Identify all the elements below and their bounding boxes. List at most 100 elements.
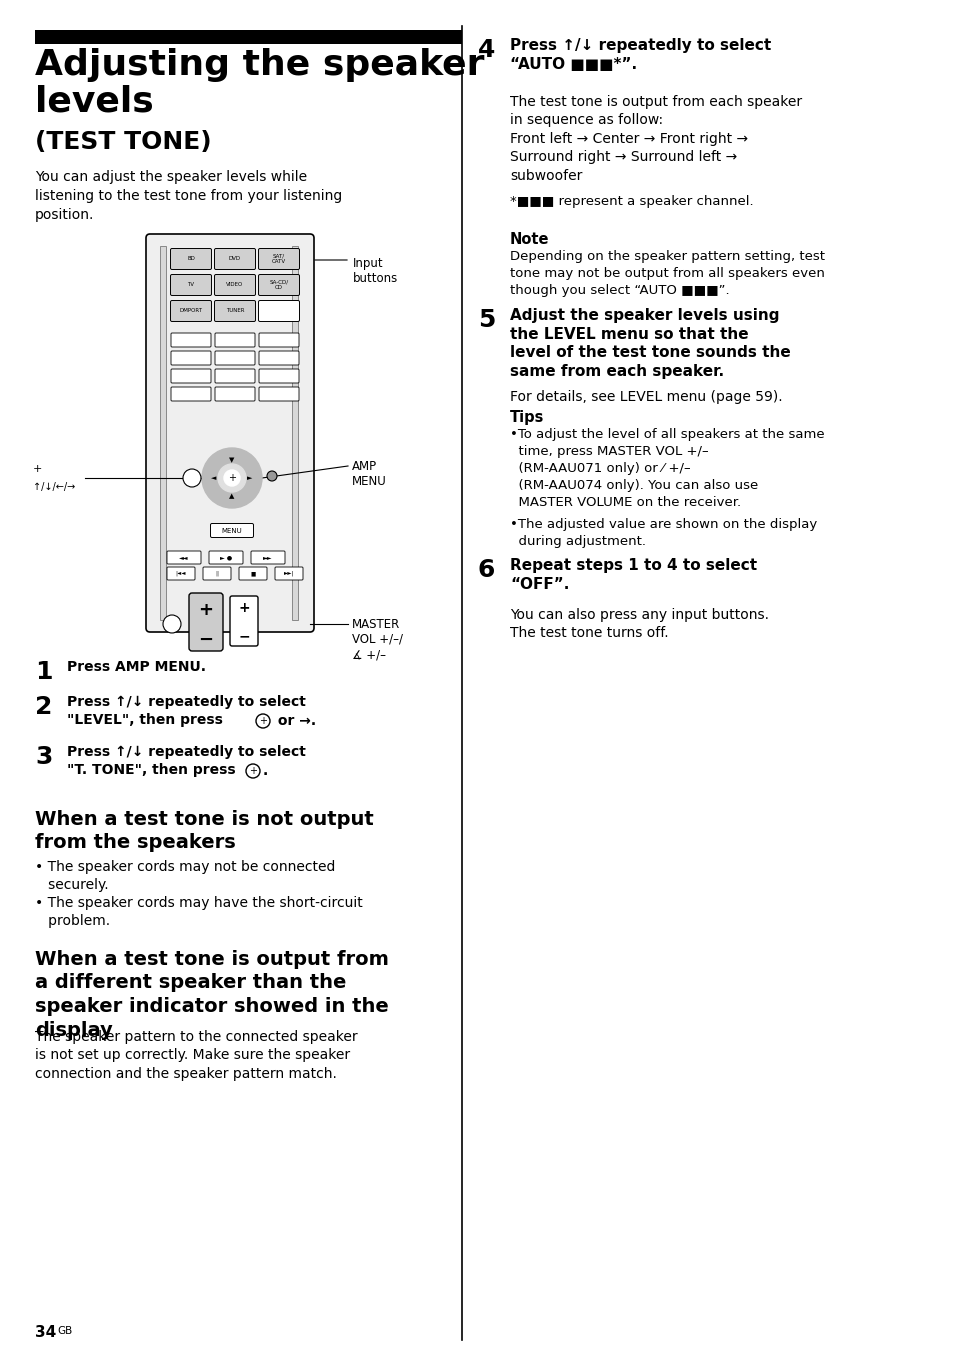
Text: 3: 3 [35,745,52,769]
Text: ►►: ►► [263,556,273,560]
Text: When a test tone is output from
a different speaker than the
speaker indicator s: When a test tone is output from a differ… [35,950,389,1040]
Text: TUNER: TUNER [226,308,244,314]
Text: You can also press any input buttons.
The test tone turns off.: You can also press any input buttons. Th… [510,608,768,641]
Text: +: + [228,473,235,483]
FancyBboxPatch shape [171,274,212,296]
Text: Adjusting the speaker
levels: Adjusting the speaker levels [35,49,484,119]
FancyBboxPatch shape [167,566,194,580]
Text: Depending on the speaker pattern setting, test
tone may not be output from all s: Depending on the speaker pattern setting… [510,250,824,297]
Text: GB: GB [57,1326,72,1336]
FancyBboxPatch shape [209,552,243,564]
Text: MENU: MENU [221,529,242,534]
FancyBboxPatch shape [167,552,201,564]
Circle shape [255,714,270,727]
Text: Input
buttons: Input buttons [353,257,397,285]
Text: 1: 1 [35,660,52,684]
FancyBboxPatch shape [214,274,255,296]
Text: +: + [238,602,250,615]
Text: ◄◄: ◄◄ [179,556,189,560]
FancyBboxPatch shape [211,523,253,538]
Text: |◄◄: |◄◄ [175,571,186,576]
Text: •To adjust the level of all speakers at the same
  time, press MASTER VOL +/–
  : •To adjust the level of all speakers at … [510,429,823,508]
FancyBboxPatch shape [214,333,254,347]
Text: When a test tone is not output
from the speakers: When a test tone is not output from the … [35,810,374,853]
Circle shape [202,448,262,508]
FancyBboxPatch shape [146,234,314,631]
FancyBboxPatch shape [258,352,298,365]
Text: −: − [238,629,250,644]
Text: ▲: ▲ [229,493,234,499]
Text: MASTER
VOL +/–/
∡ +/–: MASTER VOL +/–/ ∡ +/– [352,618,402,661]
FancyBboxPatch shape [230,596,257,646]
Text: Tips: Tips [510,410,544,425]
Text: *■■■ represent a speaker channel.: *■■■ represent a speaker channel. [510,195,753,208]
FancyBboxPatch shape [171,300,212,322]
Text: −: − [198,631,213,649]
Text: 5: 5 [477,308,495,333]
Text: SA-CD/
CD: SA-CD/ CD [269,280,288,289]
Bar [35,30,461,45]
Text: DVD: DVD [229,257,241,261]
FancyBboxPatch shape [214,249,255,269]
Text: The speaker pattern to the connected speaker
is not set up correctly. Make sure : The speaker pattern to the connected spe… [35,1030,357,1080]
Text: ||: || [214,571,219,576]
FancyBboxPatch shape [171,352,211,365]
FancyBboxPatch shape [239,566,267,580]
Circle shape [246,764,260,777]
Text: DMPORT: DMPORT [179,308,202,314]
Text: For details, see LEVEL menu (page 59).: For details, see LEVEL menu (page 59). [510,389,781,404]
Text: ■: ■ [250,571,255,576]
Text: Note: Note [510,233,549,247]
Circle shape [218,464,246,492]
Text: (TEST TONE): (TEST TONE) [35,130,212,154]
Text: AMP
MENU: AMP MENU [352,460,386,488]
Text: TV: TV [188,283,194,288]
Text: Press ↑/↓ repeatedly to select
"T. TONE", then press: Press ↑/↓ repeatedly to select "T. TONE"… [67,745,306,777]
FancyBboxPatch shape [258,274,299,296]
FancyBboxPatch shape [214,369,254,383]
Bar [160,246,166,621]
FancyBboxPatch shape [171,249,212,269]
Bar [292,246,297,621]
FancyBboxPatch shape [258,249,299,269]
Text: Press ↑/↓ repeatedly to select
“AUTO ■■■*”.: Press ↑/↓ repeatedly to select “AUTO ■■■… [510,38,770,72]
Circle shape [183,469,201,487]
Text: •The adjusted value are shown on the display
  during adjustment.: •The adjusted value are shown on the dis… [510,518,817,548]
Text: ◄: ◄ [212,475,216,481]
Text: Press AMP MENU.: Press AMP MENU. [67,660,206,675]
Text: or →.: or →. [273,714,315,727]
FancyBboxPatch shape [258,369,298,383]
Text: Adjust the speaker levels using
the LEVEL menu so that the
level of the test ton: Adjust the speaker levels using the LEVE… [510,308,790,379]
FancyBboxPatch shape [171,387,211,402]
Text: ►: ► [247,475,253,481]
Text: 6: 6 [477,558,495,581]
Text: ►►|: ►►| [283,571,294,576]
Text: ↑/↓/←/→: ↑/↓/←/→ [33,483,75,492]
Text: The test tone is output from each speaker
in sequence as follow:
Front left → Ce: The test tone is output from each speake… [510,95,801,183]
Circle shape [224,470,240,485]
Text: .: . [263,764,268,777]
FancyBboxPatch shape [258,333,298,347]
Text: +: + [33,464,42,475]
FancyBboxPatch shape [214,352,254,365]
Text: • The speaker cords may not be connected
   securely.: • The speaker cords may not be connected… [35,860,335,892]
Circle shape [163,615,181,633]
Text: ► ●: ► ● [219,556,232,560]
FancyBboxPatch shape [258,387,298,402]
FancyBboxPatch shape [171,369,211,383]
Text: You can adjust the speaker levels while
listening to the test tone from your lis: You can adjust the speaker levels while … [35,170,342,222]
FancyBboxPatch shape [203,566,231,580]
Text: 2: 2 [35,695,52,719]
Text: ▼: ▼ [229,457,234,462]
Text: SAT/
CATV: SAT/ CATV [272,254,286,264]
Circle shape [267,470,276,481]
FancyBboxPatch shape [274,566,303,580]
Text: +: + [198,602,213,619]
FancyBboxPatch shape [214,387,254,402]
Text: 34: 34 [35,1325,56,1340]
FancyBboxPatch shape [214,300,255,322]
Text: BD: BD [187,257,194,261]
Text: 4: 4 [477,38,495,62]
FancyBboxPatch shape [251,552,285,564]
Text: Press ↑/↓ repeatedly to select
"LEVEL", then press: Press ↑/↓ repeatedly to select "LEVEL", … [67,695,306,727]
